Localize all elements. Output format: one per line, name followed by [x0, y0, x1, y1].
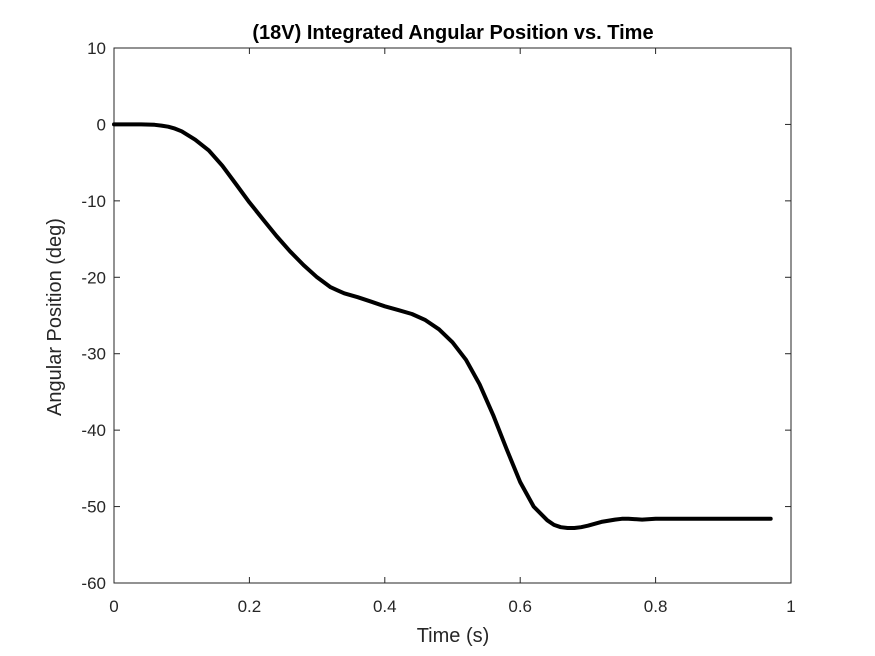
plot-area: 0 0.2 0.4 0.6 0.8 1 10 0 -10 -20 -30 -40 -50 -60 [81, 39, 795, 616]
x-tick-label: 0.4 [373, 597, 397, 616]
x-axis-label: Time (s) [417, 625, 490, 647]
y-tick-label: -10 [81, 192, 106, 211]
x-tick-label: 1 [786, 597, 795, 616]
y-tick-label: 0 [97, 115, 106, 134]
chart-title: (18V) Integrated Angular Position vs. Ti… [252, 22, 653, 44]
x-tick-label: 0.2 [238, 597, 262, 616]
x-tick-label: 0.8 [644, 597, 668, 616]
y-tick-label: -20 [81, 268, 106, 287]
y-axis-label: Angular Position (deg) [44, 218, 66, 416]
y-tick-label: 10 [87, 39, 106, 58]
y-tick-label: -50 [81, 498, 106, 517]
x-tick-label: 0.6 [508, 597, 532, 616]
y-tick-label: -30 [81, 345, 106, 364]
series-line [112, 122, 773, 530]
axes-box [113, 47, 792, 584]
y-tick-label: -40 [81, 421, 106, 440]
y-tick-label: -60 [81, 574, 106, 593]
x-tick-label: 0 [109, 597, 118, 616]
